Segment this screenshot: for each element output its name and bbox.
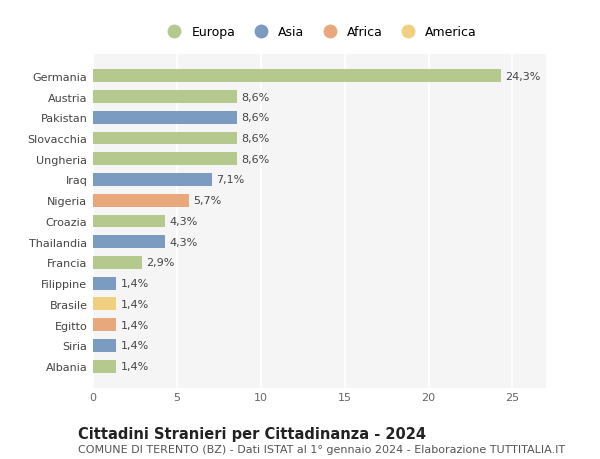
Text: 8,6%: 8,6%	[241, 92, 270, 102]
Bar	[93, 319, 116, 331]
Text: 8,6%: 8,6%	[241, 113, 270, 123]
Text: COMUNE DI TERENTO (BZ) - Dati ISTAT al 1° gennaio 2024 - Elaborazione TUTTITALIA: COMUNE DI TERENTO (BZ) - Dati ISTAT al 1…	[78, 444, 565, 454]
Text: 1,4%: 1,4%	[121, 341, 149, 351]
Text: Cittadini Stranieri per Cittadinanza - 2024: Cittadini Stranieri per Cittadinanza - 2…	[78, 426, 426, 441]
Text: 1,4%: 1,4%	[121, 299, 149, 309]
Bar	[93, 153, 237, 166]
Bar	[93, 236, 165, 249]
Text: 1,4%: 1,4%	[121, 279, 149, 289]
Bar	[93, 215, 165, 228]
Text: 7,1%: 7,1%	[217, 175, 245, 185]
Bar	[93, 298, 116, 311]
Bar	[93, 339, 116, 352]
Bar	[93, 112, 237, 124]
Bar	[93, 174, 212, 186]
Bar	[93, 360, 116, 373]
Text: 1,4%: 1,4%	[121, 361, 149, 371]
Bar	[93, 132, 237, 145]
Bar	[93, 70, 501, 83]
Text: 2,9%: 2,9%	[146, 258, 174, 268]
Text: 24,3%: 24,3%	[505, 72, 540, 82]
Bar	[93, 277, 116, 290]
Text: 4,3%: 4,3%	[169, 217, 197, 226]
Bar	[93, 91, 237, 104]
Bar	[93, 194, 188, 207]
Legend: Europa, Asia, Africa, America: Europa, Asia, Africa, America	[157, 22, 482, 45]
Text: 1,4%: 1,4%	[121, 320, 149, 330]
Text: 5,7%: 5,7%	[193, 196, 221, 206]
Text: 8,6%: 8,6%	[241, 134, 270, 144]
Text: 4,3%: 4,3%	[169, 237, 197, 247]
Bar	[93, 257, 142, 269]
Text: 8,6%: 8,6%	[241, 154, 270, 164]
